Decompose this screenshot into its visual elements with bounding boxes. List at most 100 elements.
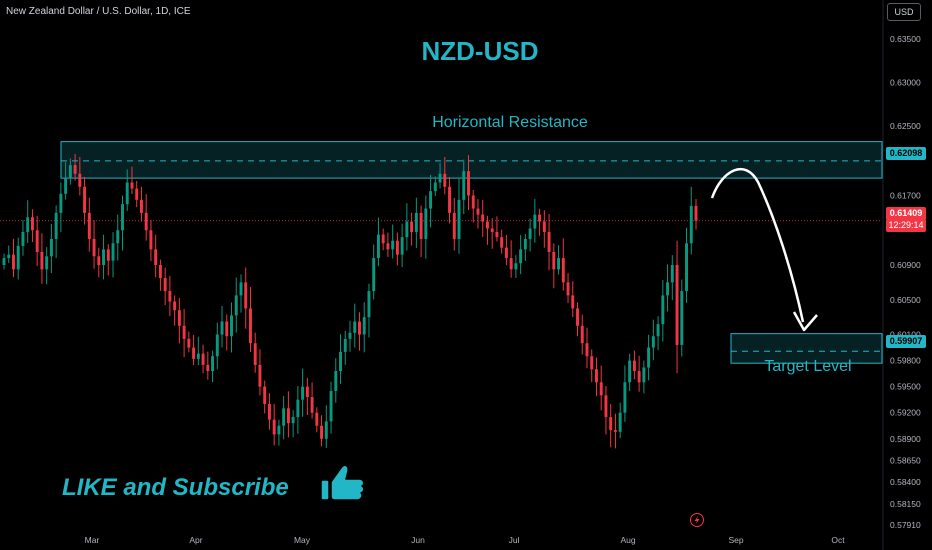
candle-60 <box>286 391 290 438</box>
price-zones <box>0 141 883 364</box>
candle-28 <box>135 180 139 208</box>
candle-145 <box>689 186 693 255</box>
candle-123 <box>585 327 589 369</box>
x-tick-label-jun: Jun <box>411 535 425 545</box>
candle-96 <box>457 177 461 254</box>
candle-72 <box>343 330 347 365</box>
candle-11 <box>54 205 58 259</box>
candle-136 <box>647 334 651 381</box>
candle-141 <box>670 255 674 301</box>
candle-25 <box>121 195 124 251</box>
candle-117 <box>557 245 561 275</box>
candle-110 <box>523 233 527 261</box>
candle-105 <box>500 229 504 254</box>
candle-48 <box>230 302 233 353</box>
candle-74 <box>353 303 357 348</box>
x-tick-label-oct: Oct <box>831 535 845 545</box>
forecast-arrow <box>710 167 818 332</box>
candle-24 <box>116 214 120 261</box>
candle-129 <box>613 413 617 449</box>
candle-100 <box>476 199 480 229</box>
candle-90 <box>429 174 433 228</box>
resistance-label: Horizontal Resistance <box>432 114 588 131</box>
candle-36 <box>173 295 177 326</box>
candle-47 <box>225 314 229 351</box>
candle-78 <box>372 244 376 300</box>
candle-111 <box>528 218 532 252</box>
y-tick-label-8: 0.60100 <box>890 330 921 340</box>
candle-87 <box>414 197 418 248</box>
candle-73 <box>348 320 352 352</box>
candle-2 <box>12 238 15 278</box>
y-tick-label-13: 0.58900 <box>890 434 921 444</box>
candle-131 <box>623 365 627 422</box>
candle-62 <box>296 386 300 434</box>
y-tick-label-6: 0.60900 <box>890 260 921 270</box>
candle-140 <box>666 264 670 312</box>
candle-44 <box>211 350 215 383</box>
chart-title: NZD-USD <box>421 36 539 66</box>
target-zone <box>730 333 883 364</box>
candle-92 <box>438 162 442 189</box>
candle-27 <box>130 166 134 195</box>
y-tick-label-16: 0.58150 <box>890 499 921 509</box>
lightning-icon <box>690 513 704 527</box>
candle-32 <box>154 234 158 278</box>
candle-134 <box>637 355 641 392</box>
candle-1 <box>7 245 11 264</box>
candle-31 <box>149 220 153 262</box>
candle-9 <box>45 247 49 285</box>
candle-71 <box>339 334 342 384</box>
candle-85 <box>405 203 409 251</box>
candle-119 <box>566 273 570 303</box>
y-tick-label-15: 0.58400 <box>890 477 921 487</box>
candle-99 <box>471 190 475 223</box>
candle-18 <box>87 197 91 252</box>
candle-5 <box>26 200 30 244</box>
candle-70 <box>334 358 338 403</box>
candle-19 <box>92 220 96 269</box>
candle-108 <box>514 255 518 279</box>
candle-54 <box>258 349 262 396</box>
candle-20 <box>97 247 101 278</box>
candle-84 <box>400 223 404 268</box>
candle-4 <box>21 220 25 256</box>
candle-17 <box>83 176 87 225</box>
candle-115 <box>547 214 551 271</box>
candle-124 <box>590 349 594 383</box>
candle-81 <box>386 232 390 257</box>
candle-77 <box>367 283 371 338</box>
target-price-badge: 0.59907 <box>886 335 926 348</box>
candle-95 <box>452 197 456 251</box>
candle-118 <box>561 238 565 291</box>
price-axis[interactable]: 0.63500 0.63000 0.62500 0.61700 0.60900 0.605… <box>882 0 921 550</box>
candle-86 <box>410 212 414 246</box>
candle-13 <box>64 162 68 200</box>
candle-45 <box>215 322 219 370</box>
candle-22 <box>106 244 110 276</box>
candle-127 <box>604 386 608 435</box>
candle-120 <box>571 281 575 318</box>
candle-116 <box>552 243 556 289</box>
candle-58 <box>277 419 281 446</box>
resistance-price-badge: 0.62098 <box>886 147 926 160</box>
y-tick-label-4: 0.61700 <box>890 191 921 201</box>
resistance-zone <box>60 141 883 179</box>
countdown-badge: 12:29:14 <box>886 219 926 232</box>
candle-146 <box>694 198 698 230</box>
currency-button[interactable]: USD <box>887 3 921 21</box>
candle-40 <box>192 334 196 366</box>
candle-21 <box>102 234 106 280</box>
candle-61 <box>291 410 295 438</box>
y-tick-label-12: 0.59200 <box>890 408 921 418</box>
candle-6 <box>30 209 34 243</box>
time-axis[interactable]: Mar Apr May Jun Jul Aug Sep Oct <box>85 535 846 545</box>
x-tick-label-apr: Apr <box>189 535 202 545</box>
candle-8 <box>40 233 44 284</box>
candle-30 <box>144 194 148 241</box>
y-tick-label-11: 0.59500 <box>890 382 921 392</box>
candle-135 <box>642 360 646 394</box>
candle-29 <box>139 186 143 222</box>
y-tick-label-0: 0.63500 <box>890 34 921 44</box>
